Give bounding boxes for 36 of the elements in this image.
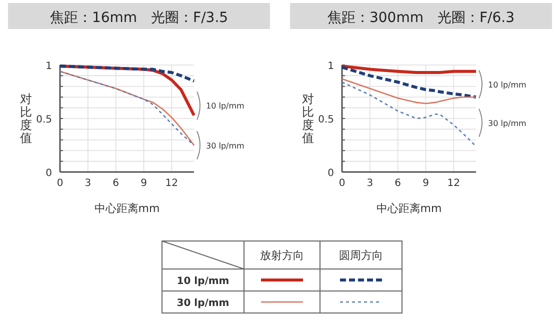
x-tick-label: 0 (56, 178, 64, 189)
text: 放射方向 (260, 249, 304, 262)
chart-title: 焦距：16mm 光圈：F/3.5 (50, 10, 228, 26)
x-tick-label: 12 (165, 178, 178, 189)
y-tick-label: 0.5 (318, 114, 334, 126)
x-tick-label: 12 (447, 178, 460, 189)
text: 30 lp/mm (206, 141, 245, 150)
x-tick-label: 6 (394, 178, 402, 189)
y-tick-label: 0 (46, 168, 52, 179)
y-axis-title: 对比度值 (302, 92, 314, 145)
line-series (58, 64, 196, 83)
x-tick-label: 9 (422, 178, 429, 189)
x-tick-label: 3 (366, 178, 374, 189)
text: 10 lp/mm (206, 102, 245, 111)
x-axis-title: 中心距离mm (376, 202, 442, 215)
chart-title: 焦距：300mm 光圈：F/6.3 (327, 10, 515, 26)
x-tick-label: 9 (140, 178, 147, 189)
text: 30 lp/mm (176, 298, 230, 309)
line-series (341, 81, 477, 147)
y-tick-label: 1 (328, 61, 334, 72)
text: 10 lp/mm (488, 80, 527, 90)
line-series (340, 64, 478, 74)
x-tick-label: 3 (84, 178, 92, 189)
y-tick-label: 0 (328, 168, 334, 179)
y-axis-title: 对比度值 (20, 92, 32, 145)
x-tick-label: 6 (112, 178, 120, 189)
x-tick-label: 0 (338, 178, 346, 189)
line-series (341, 78, 477, 104)
line-series (340, 66, 478, 99)
x-axis-title: 中心距离mm (94, 202, 160, 215)
text: 10 lp/mm (176, 276, 230, 287)
y-tick-label: 0.5 (36, 114, 52, 126)
y-tick-label: 1 (46, 61, 52, 72)
line-series (59, 70, 195, 146)
text: 30 lp/mm (488, 118, 527, 128)
text: 圆周方向 (339, 249, 383, 262)
